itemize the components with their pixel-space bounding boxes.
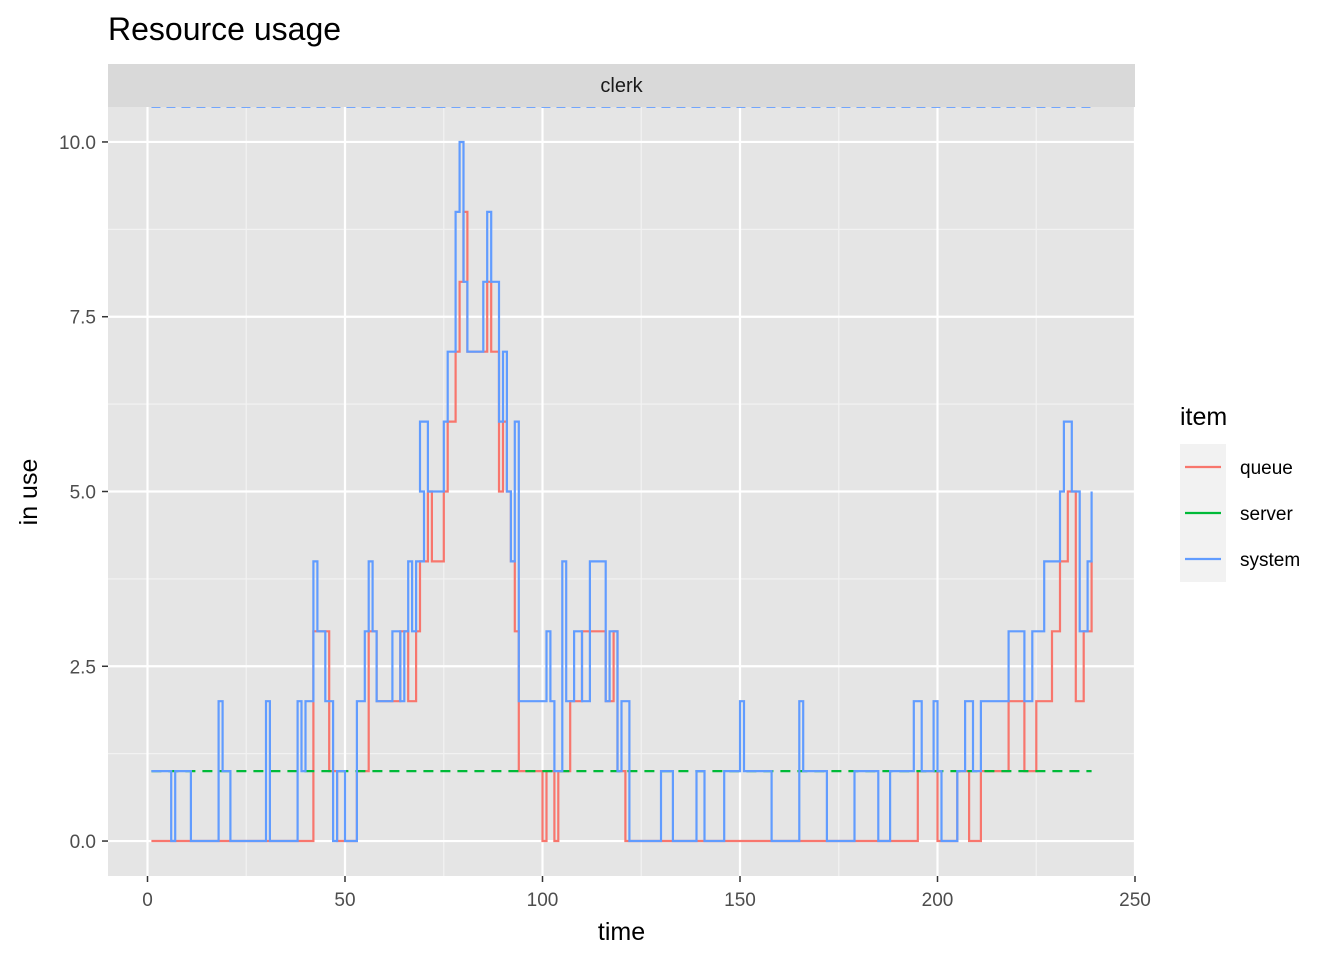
y-axis-title: in use — [15, 459, 43, 526]
y-tick-label: 10.0 — [59, 133, 96, 154]
facet-strip — [108, 64, 1135, 107]
facet-strip-label: clerk — [600, 75, 643, 97]
y-tick-label: 5.0 — [70, 483, 96, 504]
x-tick-label: 250 — [1119, 890, 1151, 911]
x-tick-label: 0 — [142, 890, 153, 911]
x-tick-label: 50 — [334, 890, 355, 911]
y-tick-label: 0.0 — [70, 832, 96, 853]
x-tick-label: 200 — [922, 890, 954, 911]
legend-label-queue: queue — [1240, 458, 1293, 479]
axis-ticks: 0 50 100 150 200 250 0.0 2.5 5.0 7.5 10.0 — [59, 133, 1151, 911]
y-tick-label: 2.5 — [70, 657, 96, 678]
x-axis-title: time — [598, 918, 645, 946]
plot-panel — [108, 106, 1137, 876]
chart-title: Resource usage — [108, 11, 341, 47]
y-tick-label: 7.5 — [70, 308, 96, 329]
legend-label-system: system — [1240, 550, 1300, 571]
legend: item queue server system — [1180, 403, 1300, 582]
series-line-system — [151, 140, 1093, 843]
legend-label-server: server — [1240, 504, 1293, 525]
legend-title: item — [1180, 403, 1227, 431]
x-tick-label: 100 — [527, 890, 559, 911]
x-tick-label: 150 — [724, 890, 756, 911]
